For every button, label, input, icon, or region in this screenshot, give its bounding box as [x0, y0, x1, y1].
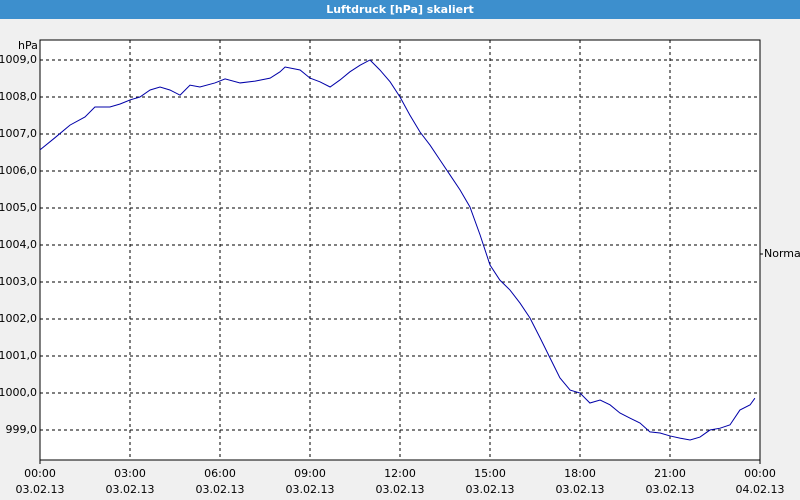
data-line [39, 59, 756, 441]
x-tick-sublabel: 03.02.13 [556, 483, 605, 496]
y-tick-label: 1007,0 [0, 127, 37, 140]
x-tick-label: 12:00 [384, 467, 416, 480]
legend-label: Normal [764, 247, 800, 260]
x-tick-sublabel: 03.02.13 [196, 483, 245, 496]
y-tick-label: 1001,0 [0, 349, 37, 362]
x-tick-label: 00:00 [744, 467, 776, 480]
x-tick-sublabel: 04.02.13 [736, 483, 785, 496]
x-tick-sublabel: 03.02.13 [286, 483, 335, 496]
y-tick-label: 1009,0 [0, 53, 37, 66]
y-tick-label: 999,0 [6, 423, 38, 436]
x-tick-sublabel: 03.02.13 [466, 483, 515, 496]
x-tick-label: 21:00 [654, 467, 686, 480]
x-tick-label: 18:00 [564, 467, 596, 480]
y-tick-label: 1000,0 [0, 386, 37, 399]
y-tick-label: 1002,0 [0, 312, 37, 325]
x-tick-sublabel: 03.02.13 [646, 483, 695, 496]
x-tick-sublabel: 03.02.13 [376, 483, 425, 496]
x-tick-label: 03:00 [114, 467, 146, 480]
x-tick-label: 00:00 [24, 467, 56, 480]
y-tick-label: 1005,0 [0, 201, 37, 214]
y-tick-label: 1004,0 [0, 238, 37, 251]
x-tick-label: 09:00 [294, 467, 326, 480]
title-bar [0, 0, 800, 19]
x-tick-label: 06:00 [204, 467, 236, 480]
x-tick-sublabel: 03.02.13 [16, 483, 65, 496]
y-tick-label: 1003,0 [0, 275, 37, 288]
y-tick-label: 1008,0 [0, 90, 37, 103]
chart-title: Luftdruck [hPa] skaliert [326, 3, 474, 16]
x-tick-sublabel: 03.02.13 [106, 483, 155, 496]
x-tick-label: 15:00 [474, 467, 506, 480]
y-tick-label: 1006,0 [0, 164, 37, 177]
y-axis-label: hPa [18, 39, 38, 52]
